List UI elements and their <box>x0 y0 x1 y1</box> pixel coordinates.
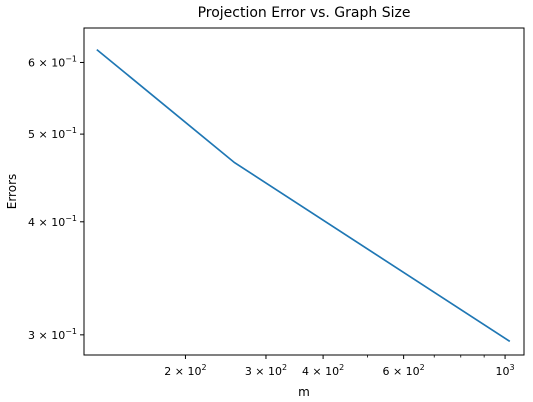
x-tick-label: 3 × 102 <box>245 363 287 378</box>
y-tick-label: 3 × 10−1 <box>28 327 77 342</box>
y-tick-label: 6 × 10−1 <box>28 54 77 69</box>
x-axis: 2 × 102 3 × 102 4 × 102 6 × 102 103 <box>164 355 515 378</box>
y-tick-label: 4 × 10−1 <box>28 214 77 229</box>
series-layer <box>96 48 511 343</box>
series-line <box>96 48 511 343</box>
x-tick-label: 6 × 102 <box>382 363 424 378</box>
x-tick-label: 103 <box>496 363 515 378</box>
x-tick-label: 4 × 102 <box>302 363 344 378</box>
chart-title: Projection Error vs. Graph Size <box>198 5 411 21</box>
y-axis-label: Errors <box>5 174 19 210</box>
y-axis: 3 × 10−1 4 × 10−1 5 × 10−1 6 × 10−1 <box>28 54 84 342</box>
x-tick-label: 2 × 102 <box>164 363 206 378</box>
x-axis-label: m <box>298 385 310 399</box>
y-tick-label: 5 × 10−1 <box>28 126 77 141</box>
plot-frame <box>83 27 525 356</box>
